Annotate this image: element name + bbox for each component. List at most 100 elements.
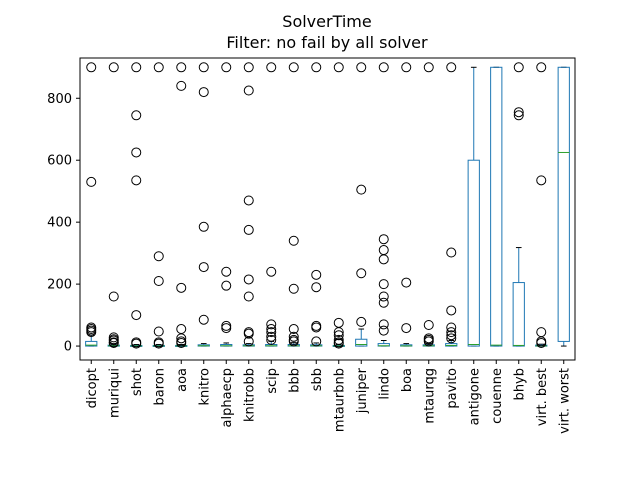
outlier-point [378, 325, 389, 336]
box-dicopt [85, 62, 98, 347]
x-tick-label: sbb [310, 368, 325, 391]
outlier-point [221, 320, 232, 331]
outlier-point [446, 333, 457, 344]
outlier-point [356, 316, 367, 327]
x-tick-label: knitro [197, 368, 212, 406]
box-bhyb [512, 62, 525, 347]
outlier-point [221, 62, 232, 73]
outlier-point [86, 327, 97, 338]
outlier-point [153, 326, 164, 337]
outlier-point [378, 319, 389, 330]
outlier-point [86, 176, 97, 187]
x-tick-label: bhyb [512, 368, 527, 400]
outlier-point [288, 62, 299, 73]
outlier-point [356, 62, 367, 73]
outlier-point [243, 62, 254, 73]
iqr-box [445, 343, 458, 347]
outlier-point [131, 310, 142, 321]
outlier-point [131, 175, 142, 186]
outlier-point [378, 245, 389, 256]
outlier-point [423, 319, 434, 330]
y-tick-label: 600 [47, 154, 72, 169]
x-tick-label: bbb [287, 368, 302, 393]
outlier-point [176, 337, 187, 348]
y-tick-label: 200 [47, 278, 72, 293]
box-sbb [310, 62, 323, 347]
outlier-point [221, 266, 232, 277]
outlier-point [311, 282, 322, 293]
outlier-point [536, 337, 547, 348]
x-tick-label: shot [130, 368, 145, 396]
box-scip [265, 62, 278, 347]
outlier-point [356, 184, 367, 195]
outlier-point [378, 254, 389, 265]
outlier-point [176, 62, 187, 73]
outlier-point [153, 276, 164, 287]
outlier-point [266, 324, 277, 335]
iqr-box [467, 159, 480, 347]
outlier-point [266, 331, 277, 342]
outlier-point [333, 327, 344, 338]
outlier-point [198, 314, 209, 325]
box-knitrobb [242, 62, 255, 347]
outlier-point [333, 317, 344, 328]
y-tick-label: 0 [64, 340, 72, 355]
box-alphaecp [220, 62, 233, 347]
outlier-point [131, 110, 142, 121]
outlier-point [378, 234, 389, 245]
outlier-point [536, 175, 547, 186]
outlier-point [266, 319, 277, 330]
outlier-point [446, 327, 457, 338]
box-virt-worst [557, 66, 570, 347]
outlier-point [401, 277, 412, 288]
y-tick-label: 400 [47, 216, 72, 231]
outlier-point [243, 224, 254, 235]
outlier-point [153, 338, 164, 349]
box-pavito [445, 62, 458, 347]
outlier-point [108, 62, 119, 73]
box-mtaurqg [422, 62, 435, 347]
outlier-point [221, 280, 232, 291]
y-tick-label: 800 [47, 92, 72, 107]
outlier-point [108, 291, 119, 302]
outlier-point [378, 291, 389, 302]
iqr-box [490, 66, 503, 347]
iqr-box [512, 282, 525, 347]
outlier-point [176, 80, 187, 91]
x-tick-label: baron [152, 368, 167, 405]
outlier-point [288, 336, 299, 347]
outlier-point [266, 327, 277, 338]
x-tick-label: mtaurqg [422, 368, 437, 424]
outlier-point [198, 87, 209, 98]
box-virt-best [535, 62, 548, 348]
outlier-point [513, 62, 524, 73]
x-tick-label: virt. best [535, 368, 550, 426]
outlier-point [446, 305, 457, 316]
outlier-point [176, 324, 187, 335]
outlier-point [288, 331, 299, 342]
outlier-point [311, 336, 322, 347]
outlier-point [378, 297, 389, 308]
x-tick-label: scip [265, 368, 280, 394]
outlier-point [243, 85, 254, 96]
box-bbb [287, 62, 300, 347]
outlier-point [423, 62, 434, 73]
box-shot [130, 62, 143, 349]
box-couenne [490, 66, 503, 347]
chart-subtitle: Filter: no fail by all solver [226, 33, 428, 52]
outlier-point [243, 291, 254, 302]
x-tick-label: dicopt [85, 368, 100, 408]
outlier-point [288, 324, 299, 335]
iqr-box [557, 66, 570, 342]
outlier-point [243, 195, 254, 206]
box-boa [400, 62, 413, 347]
plot-area [85, 62, 570, 349]
x-tick-label: couenne [490, 368, 505, 424]
x-tick-label: lindo [377, 368, 392, 400]
x-tick-label: alphaecp [220, 368, 235, 427]
outlier-point [446, 322, 457, 333]
outlier-point [176, 282, 187, 293]
outlier-point [131, 338, 142, 349]
